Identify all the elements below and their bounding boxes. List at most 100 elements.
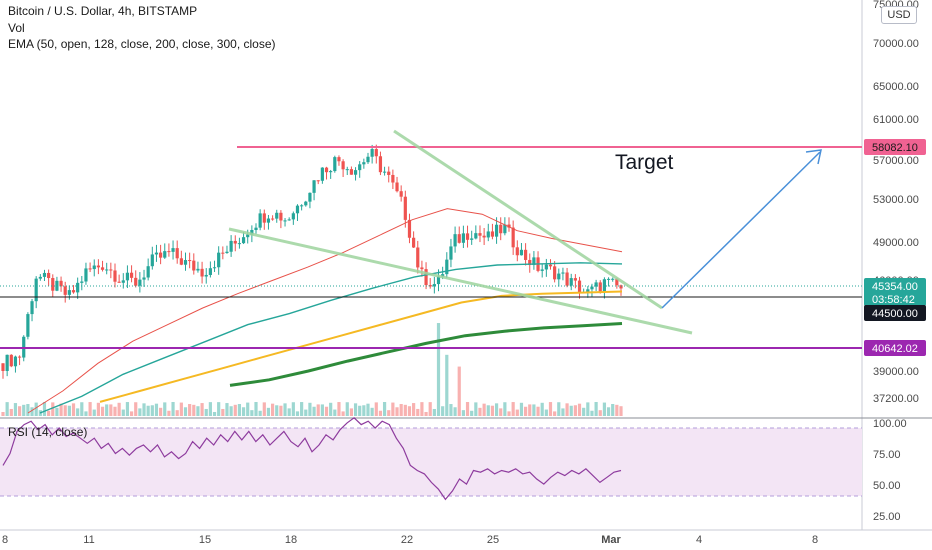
candle-body [387, 171, 391, 175]
rsi-tick-label: 100.00 [873, 418, 907, 430]
lower-trend-line[interactable] [228, 227, 693, 335]
candle-body [283, 220, 287, 222]
volume-bar [428, 402, 432, 416]
volume-bar [246, 402, 250, 416]
volume-bar [499, 408, 503, 416]
candle-body [453, 234, 457, 247]
candle-body [30, 301, 34, 315]
candle-body [490, 231, 495, 237]
volume-bar [96, 402, 100, 416]
rsi-band [0, 428, 862, 496]
candle-body [287, 219, 291, 221]
candle-body [225, 251, 229, 253]
candle-body [370, 149, 374, 157]
volume-bar [196, 406, 200, 416]
candle-body [494, 224, 499, 237]
candle-body [113, 270, 117, 282]
volume-bar [26, 404, 30, 416]
volume-bar [109, 404, 113, 416]
candle-body [606, 278, 611, 280]
candle-body [275, 212, 279, 219]
candle-body [441, 274, 445, 277]
candle-body [34, 278, 38, 302]
volume-bar [382, 402, 387, 416]
candle-body [507, 224, 511, 228]
volume-bar [142, 403, 146, 416]
candle-body [399, 191, 403, 197]
candle-body [55, 280, 59, 291]
volume-bar [378, 410, 383, 416]
candle-body [254, 227, 258, 231]
volume-bar [125, 402, 130, 416]
volume-bar [146, 405, 150, 416]
volume-legend: Vol [8, 21, 25, 35]
candle-body [341, 161, 345, 170]
volume-bar [320, 404, 324, 416]
x-tick-label: 11 [83, 534, 94, 546]
volume-bar [553, 411, 557, 416]
rsi-line [2, 417, 622, 501]
volume-bar [63, 405, 67, 416]
volume-bar [295, 411, 300, 416]
candle-body [324, 167, 329, 173]
ema-128-line [39, 262, 623, 414]
volume-bar [561, 408, 565, 416]
candle-body [333, 157, 337, 172]
candle-body [159, 252, 163, 258]
volume-bar [200, 403, 204, 416]
candle-body [196, 268, 200, 271]
candle-body [499, 224, 503, 234]
volume-bar [134, 402, 138, 416]
target-annotation[interactable]: Target [615, 151, 674, 174]
volume-bar [183, 407, 188, 416]
projection-arrow[interactable] [661, 149, 822, 309]
currency-button[interactable]: USD [881, 6, 917, 24]
volume-bar [188, 404, 192, 416]
candle-body [482, 235, 486, 238]
chart-title: Bitcoin / U.S. Dollar, 4h, BITSTAMP [8, 4, 198, 18]
candle-body [270, 218, 275, 220]
candle-body [457, 234, 461, 243]
candle-body [71, 290, 76, 293]
candle-body [304, 201, 308, 206]
volume-bar [241, 407, 246, 416]
candle-body [403, 196, 407, 220]
candle-body [295, 205, 300, 214]
y-tick-label: 53000.00 [873, 194, 919, 206]
volume-bar [324, 406, 329, 416]
candle-body [461, 233, 465, 243]
candle-body [395, 182, 399, 192]
candle-body [26, 314, 30, 337]
volume-bar [9, 408, 13, 416]
candle-body [80, 281, 84, 283]
candle-body [611, 278, 615, 280]
candle-body [47, 272, 51, 279]
candle-body [42, 272, 47, 277]
volume-bar [92, 409, 96, 416]
volume-bar [611, 404, 615, 416]
candle-body [146, 266, 150, 278]
volume-bar [441, 406, 445, 416]
candle-body [300, 205, 304, 207]
candle-body [92, 265, 96, 270]
volume-bar [565, 403, 569, 416]
candle-body [561, 272, 565, 274]
volume-bar [606, 407, 611, 416]
volume-bar [349, 408, 354, 416]
volume-bar [167, 410, 171, 416]
volume-bar [503, 402, 507, 416]
y-tick-label: 39000.00 [873, 366, 919, 378]
candle-body [142, 277, 146, 280]
x-tick-label: 22 [401, 534, 413, 546]
candle-body [9, 354, 13, 367]
volume-bar [47, 410, 51, 416]
volume-bar [582, 407, 586, 416]
candle-body [349, 169, 354, 175]
upper-trend-line[interactable] [393, 129, 663, 310]
candle-body [553, 266, 557, 280]
candle-body [577, 280, 582, 294]
volume-bar [540, 402, 544, 416]
candle-body [420, 267, 424, 270]
candle-body [436, 276, 441, 285]
